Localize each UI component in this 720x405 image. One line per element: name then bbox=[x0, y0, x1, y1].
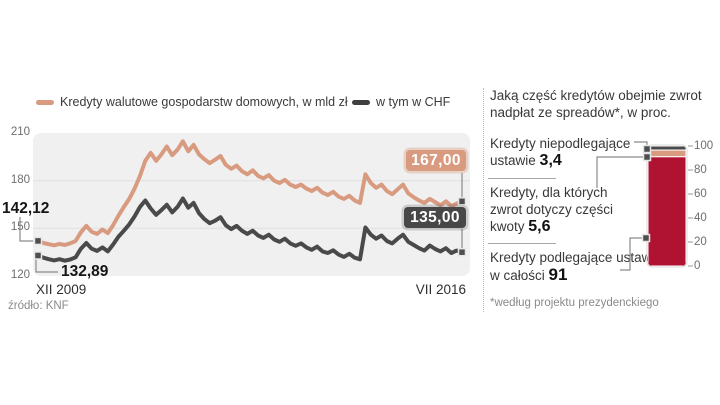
bar-segments bbox=[648, 146, 686, 266]
footnote: *według projektu prezydenckiego bbox=[490, 297, 659, 309]
x-label-end: VII 2016 bbox=[415, 282, 466, 297]
leader-start-chf bbox=[35, 259, 58, 273]
start-value-chf: 132,89 bbox=[61, 263, 109, 280]
panel-separator bbox=[483, 88, 484, 312]
panel-item-partial: Kredyty, dla których zwrot dotyczy częśc… bbox=[490, 184, 638, 235]
series-line-fx-loans bbox=[36, 139, 464, 248]
panel-item-not-covered-text: Kredyty niepodlegające ustawie bbox=[490, 136, 631, 168]
y-tick-120: 120 bbox=[10, 269, 30, 281]
panel-item-full-text: Kredyty podlegające ustawie w całości bbox=[490, 250, 662, 283]
bar-marker-not-covered bbox=[642, 144, 652, 154]
spread-refund-bar-chart bbox=[596, 141, 693, 271]
bar-tick-40: 40 bbox=[694, 212, 707, 224]
bar-tick-80: 80 bbox=[694, 164, 707, 176]
series-endpoint-markers bbox=[33, 197, 467, 260]
series-line-chf bbox=[36, 196, 464, 263]
y-tick-210: 210 bbox=[10, 126, 30, 138]
bar-segment bbox=[648, 146, 686, 151]
line-endpoint-marker bbox=[33, 251, 43, 260]
line-endpoint-marker bbox=[33, 236, 43, 246]
panel-divider-1 bbox=[488, 178, 556, 179]
leader-start-fx bbox=[19, 217, 33, 242]
legend-label-chf: w tym w CHF bbox=[376, 95, 451, 109]
plot-background bbox=[33, 133, 470, 276]
bar-marker-partial bbox=[642, 152, 652, 162]
bar-tick-20: 20 bbox=[694, 236, 707, 248]
panel-divider-2 bbox=[488, 243, 556, 244]
start-value-fx-loans: 142,12 bbox=[2, 200, 50, 217]
leader-full bbox=[620, 237, 642, 271]
end-value-badge-fx-loans: 167,00 bbox=[406, 150, 466, 171]
right-panel-title: Jaką część kredytów obejmie zwrot nadpła… bbox=[490, 88, 702, 120]
x-label-start: XII 2009 bbox=[36, 282, 87, 297]
leader-partial bbox=[596, 156, 647, 188]
bar-axis-ticks bbox=[688, 145, 693, 267]
bar-segment bbox=[648, 149, 686, 158]
legend-swatch-fx-loans bbox=[36, 100, 54, 105]
bar-tick-60: 60 bbox=[694, 188, 707, 200]
bar-segment bbox=[648, 156, 686, 266]
source-note: źródło: KNF bbox=[8, 300, 69, 312]
end-value-badge-chf: 135,00 bbox=[404, 207, 466, 228]
line-endpoint-marker bbox=[457, 247, 467, 257]
panel-item-partial-value: 5,6 bbox=[528, 218, 551, 235]
bar-marker-full bbox=[641, 233, 651, 243]
panel-item-full-value: 91 bbox=[548, 265, 568, 284]
line-endpoint-marker bbox=[457, 197, 467, 206]
bar-tick-0: 0 bbox=[694, 260, 701, 272]
legend-swatch-chf bbox=[352, 100, 370, 105]
bar-outline bbox=[646, 144, 688, 268]
y-tick-180: 180 bbox=[10, 174, 30, 186]
panel-item-full: Kredyty podlegające ustawie w całości 91 bbox=[490, 249, 666, 284]
leader-not-covered bbox=[634, 141, 648, 145]
legend-label-fx-loans: Kredyty walutowe gospodarstw domowych, w… bbox=[60, 95, 348, 109]
bar-tick-100: 100 bbox=[694, 140, 714, 152]
fx-loans-line-chart bbox=[19, 133, 470, 276]
panel-item-partial-text: Kredyty, dla których zwrot dotyczy częśc… bbox=[490, 185, 614, 234]
panel-item-not-covered: Kredyty niepodlegające ustawie 3,4 bbox=[490, 135, 652, 169]
panel-item-not-covered-value: 3,4 bbox=[539, 152, 562, 169]
